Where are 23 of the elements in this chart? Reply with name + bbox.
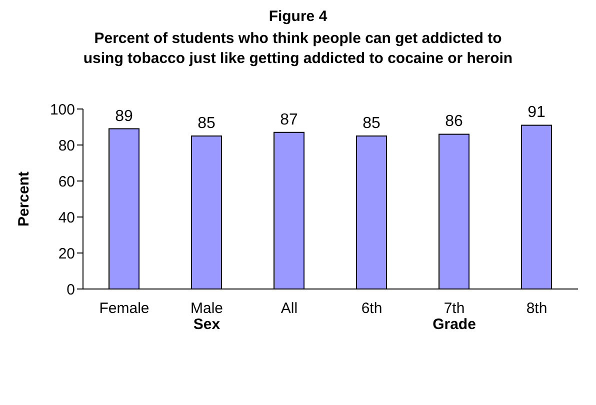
data-label: 86 [445, 113, 463, 130]
data-label: 91 [528, 104, 546, 122]
y-tick-label: 40 [58, 209, 75, 226]
data-label: 85 [362, 115, 380, 132]
y-axis-title: Percent [15, 171, 32, 227]
data-label: 87 [280, 111, 298, 128]
data-label: 85 [198, 115, 216, 132]
text: Sex [192, 316, 222, 333]
chart-title: Figure 4 [268, 8, 328, 25]
y-tick-label: 100 [50, 101, 75, 118]
x-tick-label: 6th [361, 300, 382, 317]
x-tick-label: 8th [526, 300, 548, 317]
x-tick-label: All [280, 300, 298, 317]
x-tick-label: Male [190, 300, 224, 317]
y-tick-label: 60 [58, 173, 75, 190]
text: Grade [432, 316, 477, 333]
data-label: 89 [115, 108, 133, 125]
x-tick-label: 7th [444, 300, 465, 317]
x-tick-label: Female [99, 300, 150, 317]
y-tick-label: 20 [58, 245, 75, 262]
y-tick-label: 0 [66, 281, 75, 298]
y-tick-label: 80 [58, 137, 75, 154]
chart-subtitle: Percent of students who think people can get addicted to using tobacco just like getting addicted to cocaine or heroin [83, 29, 513, 69]
